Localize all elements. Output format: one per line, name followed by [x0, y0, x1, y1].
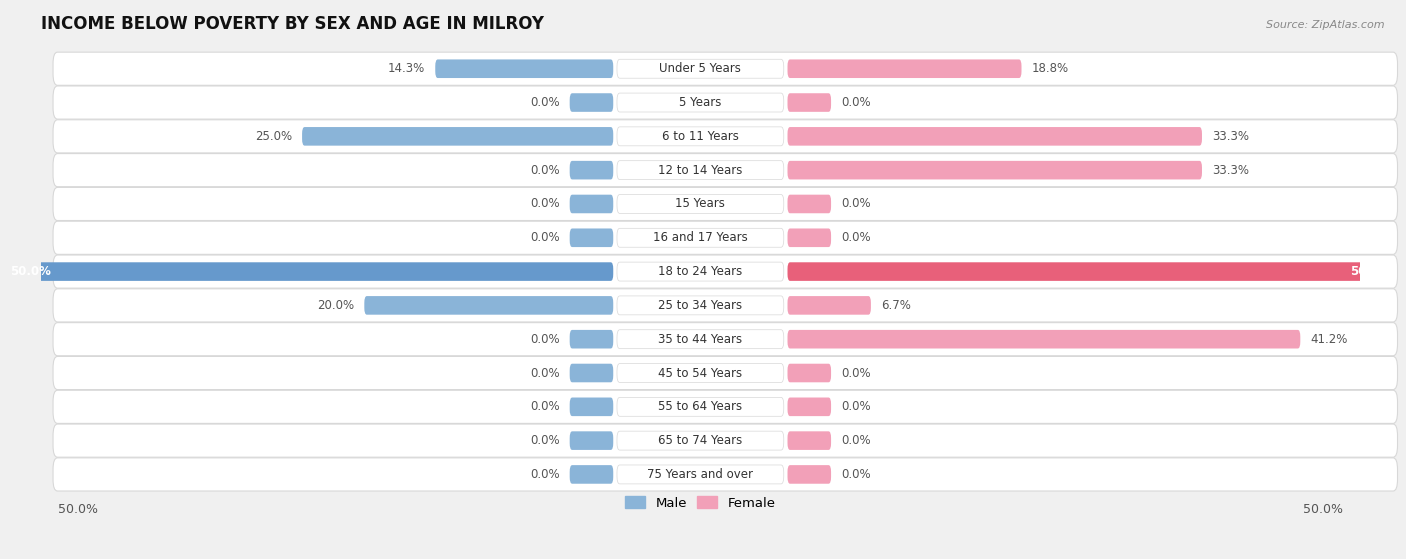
FancyBboxPatch shape: [617, 397, 783, 416]
Text: 18.8%: 18.8%: [1032, 62, 1069, 75]
FancyBboxPatch shape: [787, 161, 1202, 179]
FancyBboxPatch shape: [787, 127, 1202, 146]
Text: 14.3%: 14.3%: [388, 62, 425, 75]
FancyBboxPatch shape: [569, 432, 613, 450]
Text: 0.0%: 0.0%: [841, 434, 870, 447]
Text: 6 to 11 Years: 6 to 11 Years: [662, 130, 738, 143]
Text: 0.0%: 0.0%: [530, 468, 560, 481]
Text: 0.0%: 0.0%: [841, 231, 870, 244]
FancyBboxPatch shape: [53, 154, 1398, 187]
Text: 50.0%: 50.0%: [10, 265, 51, 278]
Text: 0.0%: 0.0%: [841, 96, 870, 109]
Text: 0.0%: 0.0%: [530, 96, 560, 109]
FancyBboxPatch shape: [787, 229, 831, 247]
FancyBboxPatch shape: [53, 221, 1398, 254]
Text: 0.0%: 0.0%: [530, 197, 560, 211]
FancyBboxPatch shape: [617, 228, 783, 247]
FancyBboxPatch shape: [364, 296, 613, 315]
FancyBboxPatch shape: [53, 357, 1398, 390]
FancyBboxPatch shape: [617, 59, 783, 78]
FancyBboxPatch shape: [53, 289, 1398, 322]
Text: 0.0%: 0.0%: [530, 400, 560, 413]
Text: 0.0%: 0.0%: [841, 468, 870, 481]
FancyBboxPatch shape: [0, 262, 613, 281]
Text: 20.0%: 20.0%: [318, 299, 354, 312]
Text: 45 to 54 Years: 45 to 54 Years: [658, 367, 742, 380]
FancyBboxPatch shape: [787, 93, 831, 112]
Text: 0.0%: 0.0%: [530, 333, 560, 345]
Text: INCOME BELOW POVERTY BY SEX AND AGE IN MILROY: INCOME BELOW POVERTY BY SEX AND AGE IN M…: [41, 15, 544, 33]
Text: 41.2%: 41.2%: [1310, 333, 1347, 345]
Text: 65 to 74 Years: 65 to 74 Years: [658, 434, 742, 447]
FancyBboxPatch shape: [302, 127, 613, 146]
Text: 0.0%: 0.0%: [841, 197, 870, 211]
FancyBboxPatch shape: [569, 364, 613, 382]
Text: 6.7%: 6.7%: [880, 299, 911, 312]
Text: 25 to 34 Years: 25 to 34 Years: [658, 299, 742, 312]
FancyBboxPatch shape: [53, 86, 1398, 119]
Text: 50.0%: 50.0%: [1350, 265, 1391, 278]
Text: Source: ZipAtlas.com: Source: ZipAtlas.com: [1267, 20, 1385, 30]
FancyBboxPatch shape: [569, 195, 613, 214]
Text: 16 and 17 Years: 16 and 17 Years: [652, 231, 748, 244]
Text: 12 to 14 Years: 12 to 14 Years: [658, 164, 742, 177]
Text: 33.3%: 33.3%: [1212, 164, 1249, 177]
FancyBboxPatch shape: [617, 431, 783, 450]
FancyBboxPatch shape: [787, 397, 831, 416]
Text: 0.0%: 0.0%: [530, 367, 560, 380]
FancyBboxPatch shape: [53, 255, 1398, 288]
Text: 55 to 64 Years: 55 to 64 Years: [658, 400, 742, 413]
Text: 35 to 44 Years: 35 to 44 Years: [658, 333, 742, 345]
FancyBboxPatch shape: [787, 330, 1301, 348]
FancyBboxPatch shape: [787, 465, 831, 484]
FancyBboxPatch shape: [436, 59, 613, 78]
Text: 0.0%: 0.0%: [841, 400, 870, 413]
FancyBboxPatch shape: [569, 465, 613, 484]
FancyBboxPatch shape: [569, 397, 613, 416]
Text: 0.0%: 0.0%: [841, 367, 870, 380]
Text: 0.0%: 0.0%: [530, 231, 560, 244]
FancyBboxPatch shape: [53, 187, 1398, 221]
FancyBboxPatch shape: [617, 160, 783, 179]
FancyBboxPatch shape: [787, 296, 870, 315]
FancyBboxPatch shape: [569, 161, 613, 179]
FancyBboxPatch shape: [617, 93, 783, 112]
FancyBboxPatch shape: [53, 120, 1398, 153]
Text: 15 Years: 15 Years: [675, 197, 725, 211]
FancyBboxPatch shape: [787, 364, 831, 382]
FancyBboxPatch shape: [617, 296, 783, 315]
FancyBboxPatch shape: [617, 330, 783, 349]
FancyBboxPatch shape: [53, 424, 1398, 457]
Text: 0.0%: 0.0%: [530, 164, 560, 177]
FancyBboxPatch shape: [53, 323, 1398, 356]
FancyBboxPatch shape: [53, 52, 1398, 86]
FancyBboxPatch shape: [569, 229, 613, 247]
FancyBboxPatch shape: [617, 262, 783, 281]
Text: 25.0%: 25.0%: [254, 130, 292, 143]
FancyBboxPatch shape: [53, 390, 1398, 423]
FancyBboxPatch shape: [787, 262, 1406, 281]
FancyBboxPatch shape: [569, 93, 613, 112]
FancyBboxPatch shape: [569, 330, 613, 348]
FancyBboxPatch shape: [617, 363, 783, 382]
FancyBboxPatch shape: [617, 195, 783, 214]
Legend: Male, Female: Male, Female: [620, 491, 780, 515]
Text: 0.0%: 0.0%: [530, 434, 560, 447]
FancyBboxPatch shape: [787, 195, 831, 214]
Text: 18 to 24 Years: 18 to 24 Years: [658, 265, 742, 278]
FancyBboxPatch shape: [617, 127, 783, 146]
Text: 33.3%: 33.3%: [1212, 130, 1249, 143]
Text: 5 Years: 5 Years: [679, 96, 721, 109]
Text: 75 Years and over: 75 Years and over: [647, 468, 754, 481]
FancyBboxPatch shape: [53, 458, 1398, 491]
FancyBboxPatch shape: [787, 59, 1022, 78]
Text: Under 5 Years: Under 5 Years: [659, 62, 741, 75]
FancyBboxPatch shape: [787, 432, 831, 450]
FancyBboxPatch shape: [617, 465, 783, 484]
